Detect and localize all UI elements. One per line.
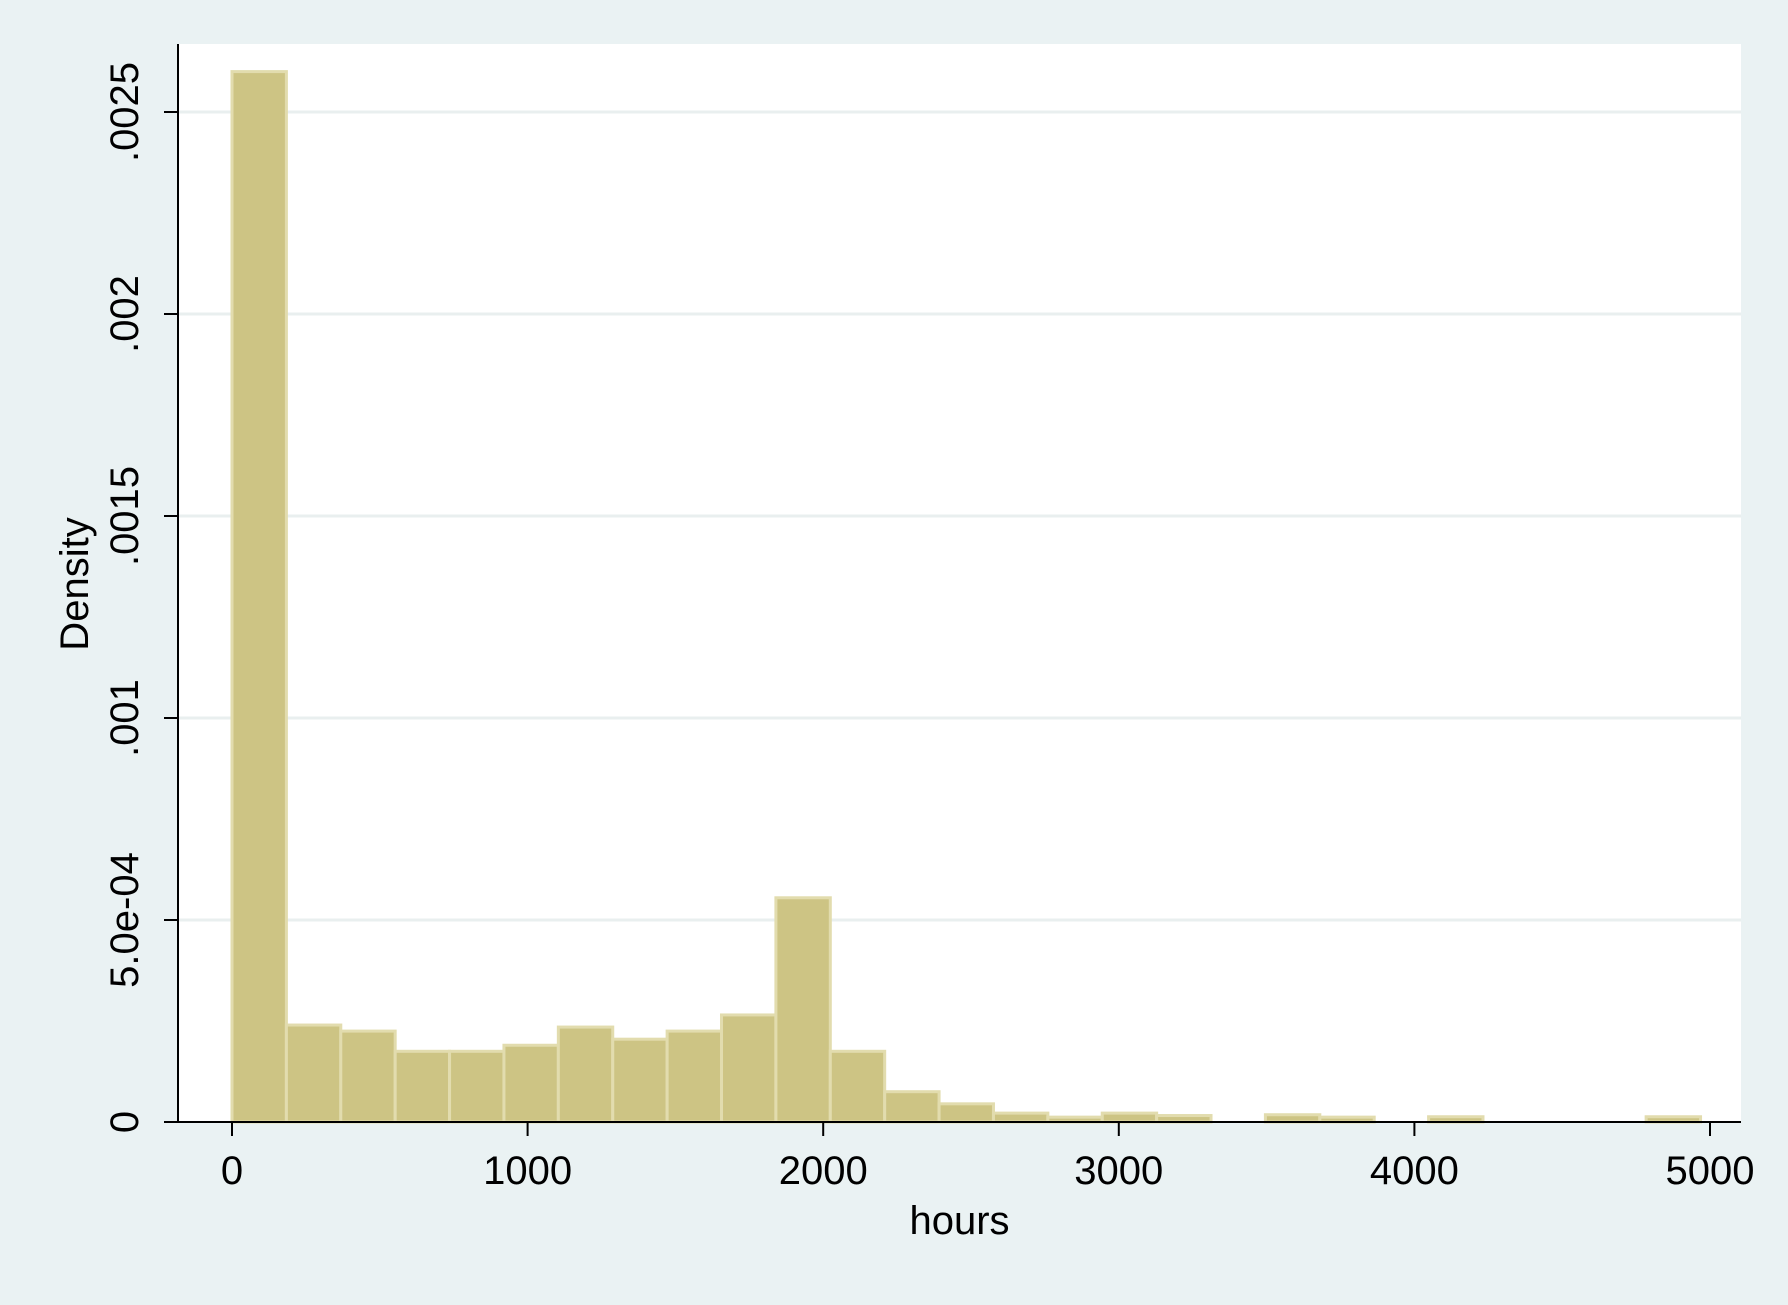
y-tick-label: .0015 (103, 466, 147, 566)
histogram-bar (1263, 1113, 1322, 1124)
histogram-bar (339, 1029, 397, 1124)
histogram-bar (1100, 1111, 1159, 1124)
histogram-bar (284, 1023, 343, 1124)
x-tick-label: 0 (221, 1149, 243, 1193)
y-axis-ticks: 0 5.0e-04 .001 .0015 .002 .0025 (103, 62, 178, 1133)
histogram-bar (883, 1090, 941, 1124)
x-tick-label: 1000 (483, 1149, 572, 1193)
y-tick-label: .001 (103, 679, 147, 757)
histogram-bar (937, 1102, 995, 1124)
histogram-bar (611, 1037, 669, 1124)
y-axis-label: Density (53, 517, 97, 650)
y-tick-label: 5.0e-04 (103, 852, 147, 988)
histogram-bar (828, 1049, 887, 1124)
x-tick-label: 5000 (1666, 1149, 1755, 1193)
axes (177, 44, 1741, 1123)
gridlines (178, 110, 1741, 922)
histogram-bar (502, 1043, 560, 1124)
x-tick-label: 2000 (779, 1149, 868, 1193)
y-tick-label: .002 (103, 275, 147, 353)
y-tick-label: 0 (103, 1111, 147, 1133)
x-axis-ticks: 0 1000 2000 3000 4000 5000 (221, 1122, 1755, 1193)
histogram-bar (230, 70, 288, 1124)
x-axis-label: hours (909, 1199, 1009, 1243)
histogram-bar (774, 896, 832, 1124)
histogram-bar (665, 1029, 724, 1124)
histogram-bar (448, 1049, 506, 1124)
histogram-bar (393, 1049, 452, 1124)
histogram-bar (991, 1111, 1050, 1124)
plot-area (178, 44, 1741, 1122)
histogram-bar (720, 1013, 778, 1124)
x-tick-label: 4000 (1370, 1149, 1459, 1193)
y-tick-label: .0025 (103, 62, 147, 162)
histogram-bar (556, 1025, 615, 1124)
histogram-bars (230, 70, 1703, 1124)
x-tick-label: 3000 (1074, 1149, 1163, 1193)
